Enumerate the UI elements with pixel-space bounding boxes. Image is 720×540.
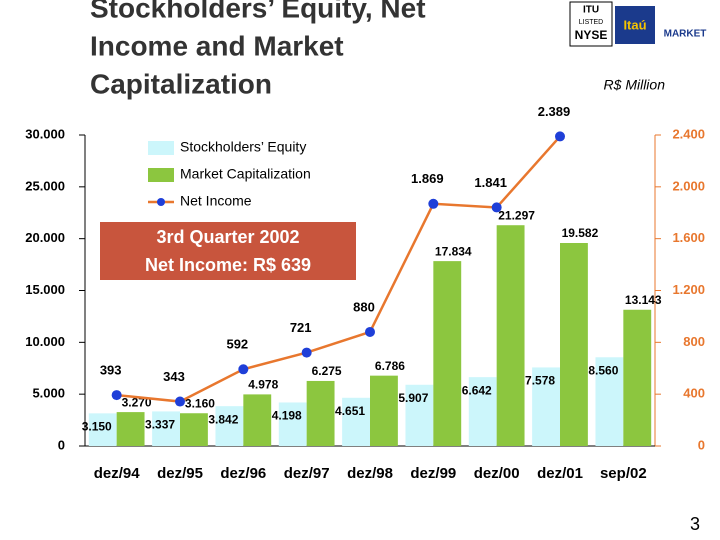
logo-box [569,1,613,47]
bar [152,411,180,446]
legend-label: Market Capitalization [180,166,311,182]
chart-title: Stockholders’ Equity, Net [90,0,426,23]
line-marker [491,202,502,213]
y2-tick-label: 0 [698,437,705,452]
value-label: 3.160 [185,396,215,410]
bar [278,402,307,446]
line-marker [175,396,185,407]
value-label: 6.786 [375,359,405,373]
y-tick-label: 20.000 [25,230,65,245]
bar [370,375,398,446]
logo-text: MARKET [664,29,707,40]
x-tick-label: dez/98 [347,465,393,482]
value-label: 19.582 [562,226,599,240]
value-label: 3.150 [82,420,112,434]
value-label: 13.143 [625,293,662,307]
logo-text: Itaú [623,17,646,32]
value-label: 8.560 [588,363,618,377]
line-marker [301,347,312,358]
annotation: Net Income: R$ 639 [145,255,311,275]
line [116,135,561,403]
y2-tick-label: 1.200 [672,282,705,297]
bar [468,377,497,446]
line-marker [555,131,565,142]
y-tick-label: 0 [58,437,65,452]
value-label: 3.842 [208,412,238,426]
x-tick-label: dez/99 [410,465,456,482]
logo-text: ITU [583,5,599,16]
y2-tick-label: 2.000 [672,178,705,193]
y-tick-label: 10.000 [25,334,65,349]
x-tick-label: dez/97 [284,465,330,482]
y2-tick-label: 400 [683,386,705,401]
annotation-box [100,222,356,280]
logo-box [615,6,655,44]
value-label: 4.651 [335,404,365,418]
bar [180,413,208,446]
value-label: 5.907 [398,391,428,405]
value-label: 343 [163,369,185,384]
value-label: 17.834 [435,244,472,258]
unit-label: R$ Million [604,77,666,93]
value-label: 1.841 [474,175,507,190]
line-marker [111,390,122,401]
value-label: 393 [100,363,122,378]
y2-tick-label: 1.600 [672,230,705,245]
chart-title: Income and Market [90,30,344,61]
value-label: 21.297 [498,208,535,222]
bar [560,242,588,446]
logos: ITU LISTED NYSE Itaú MARKET [569,1,707,47]
annotation: 3rd Quarter 2002 [156,227,299,247]
x-tick-label: dez/94 [94,465,141,482]
legend-swatch [148,141,174,155]
bar [532,367,560,446]
y-tick-label: 25.000 [25,178,65,193]
bar [433,261,462,446]
y-tick-label: 15.000 [25,282,65,297]
bar [342,397,370,446]
bar [623,309,652,446]
value-label: 4.978 [248,378,278,392]
y2-tick-label: 800 [683,334,705,349]
legend-marker [157,198,165,206]
line-marker [238,364,249,375]
value-label: 721 [290,320,312,335]
page-number: 3 [690,514,700,534]
bar [595,357,624,446]
x-tick-label: dez/95 [157,465,203,482]
bar [496,225,525,446]
line-marker [365,326,375,337]
x-tick-label: sep/02 [600,465,647,482]
bar [405,384,434,446]
bar [116,412,145,446]
chart-title: Capitalization [90,68,272,99]
value-label: 880 [353,299,375,314]
value-label: 592 [226,337,248,352]
y2-tick-label: 2.400 [672,126,705,141]
x-tick-label: dez/96 [220,465,266,482]
x-tick-label: dez/01 [537,465,583,482]
value-label: 2.389 [538,104,571,119]
value-label: 3.337 [145,418,175,432]
value-label: 6.275 [312,364,342,378]
logo-text: LISTED [579,19,604,26]
value-label: 1.869 [411,171,444,186]
value-label: 4.198 [272,409,302,423]
y-tick-label: 5.000 [32,386,65,401]
bar [243,394,272,446]
legend-label: Stockholders’ Equity [180,139,306,155]
bar [88,413,117,446]
x-tick-label: dez/00 [474,465,520,482]
logo-text: NYSE [575,28,608,42]
y-tick-label: 30.000 [25,126,65,141]
value-label: 7.578 [525,374,555,388]
legend-label: Net Income [180,193,252,209]
bar [306,380,335,446]
line-marker [428,198,439,209]
legend-swatch [148,168,174,182]
bar [215,406,244,446]
value-label: 6.642 [462,383,492,397]
